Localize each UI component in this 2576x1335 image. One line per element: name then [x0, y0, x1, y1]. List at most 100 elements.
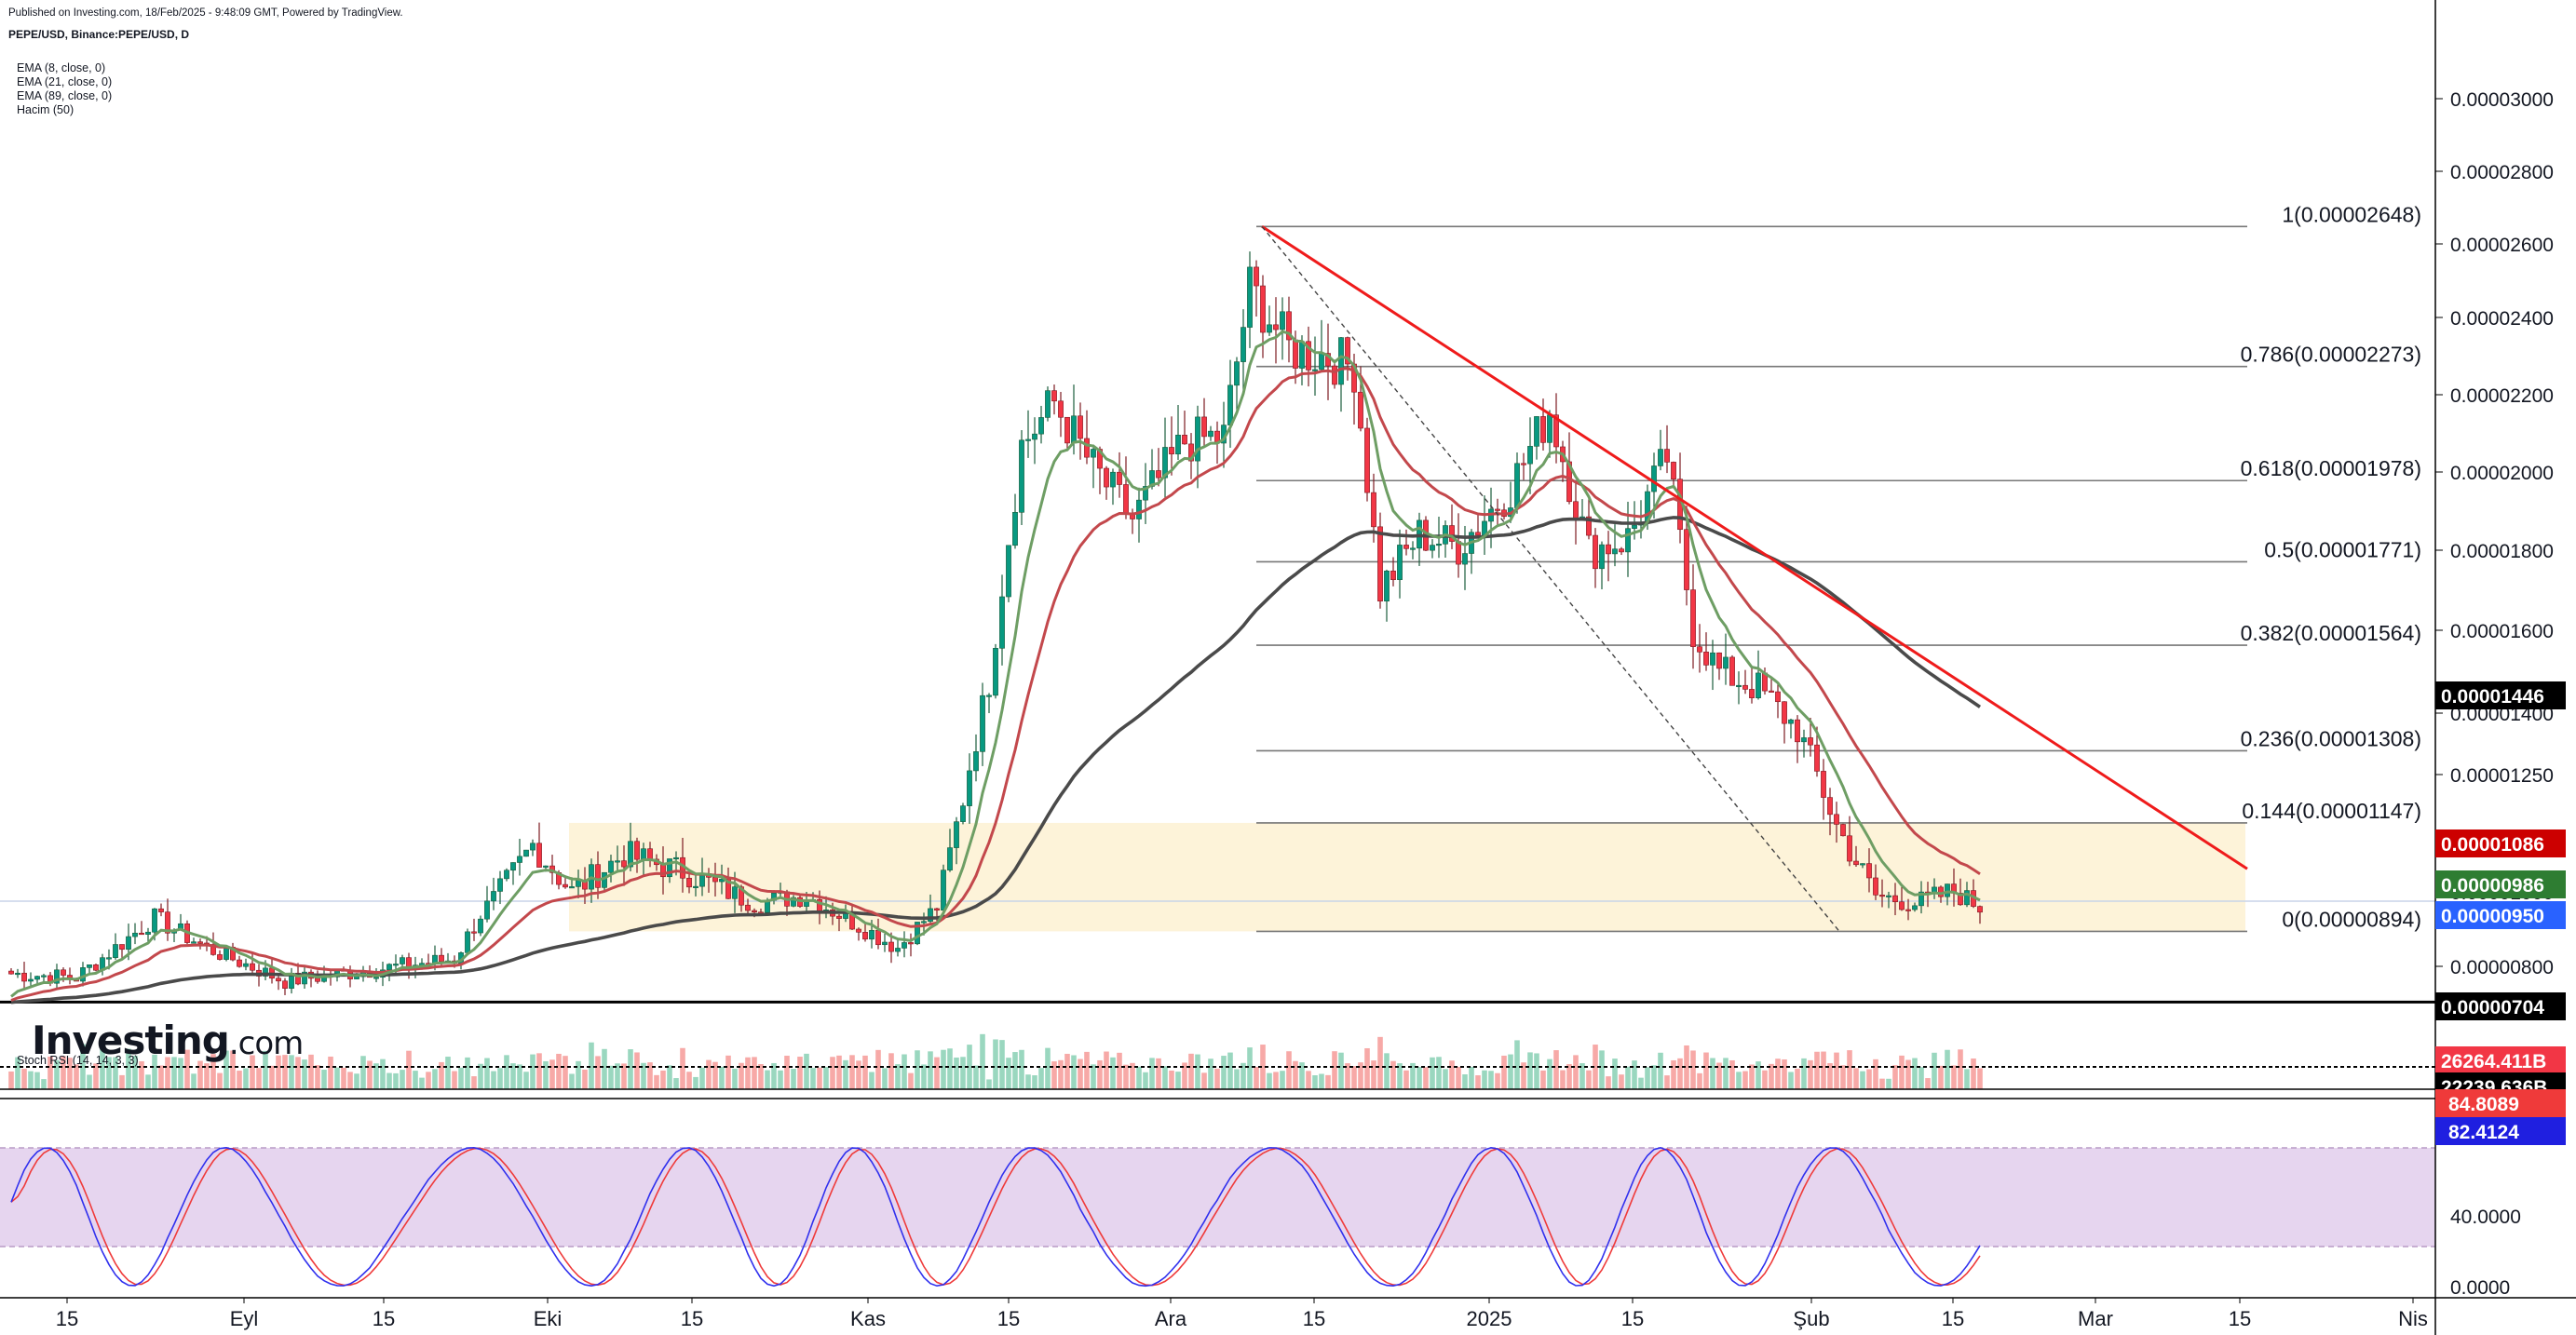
volume-bar [295, 1057, 301, 1089]
volume-bar [1540, 1070, 1546, 1089]
candle-body [1403, 545, 1409, 549]
candle-body [315, 978, 320, 982]
candle-body [1514, 463, 1520, 508]
volume-bar [1475, 1075, 1481, 1089]
volume-bar [941, 1049, 946, 1089]
stoch-rsi-label[interactable]: Stoch RSI (14, 14, 3, 3) [17, 1054, 139, 1067]
volume-bar [1808, 1059, 1813, 1089]
volume-bar [158, 1065, 164, 1089]
x-tick-label: 15 [1942, 1307, 1964, 1330]
volume-bar [1821, 1051, 1826, 1089]
volume-bar [1325, 1074, 1331, 1089]
x-tick-label: Ara [1155, 1307, 1187, 1330]
candle-body [1273, 324, 1279, 330]
stoch-k-line [10, 1146, 1981, 1288]
candle-body [1280, 311, 1285, 330]
volume-bar [1162, 1066, 1168, 1089]
volume-bar [152, 1054, 157, 1089]
volume-bar [1091, 1064, 1096, 1089]
candle-body [1286, 311, 1292, 341]
published-caption: Published on Investing.com, 18/Feb/2025 … [8, 7, 403, 19]
volume-bar [1879, 1078, 1885, 1089]
volume-bar [250, 1055, 255, 1089]
volume-bar [1364, 1047, 1370, 1089]
volume-bar [439, 1061, 444, 1089]
volume-bar [1703, 1052, 1709, 1089]
volume-bar [1169, 1070, 1174, 1089]
indicator-ema8[interactable]: EMA (8, close, 0) [17, 61, 106, 74]
volume-bar [165, 1057, 170, 1089]
volume-bar [1058, 1059, 1064, 1089]
candle-body [1143, 486, 1148, 501]
volume-bar [1351, 1066, 1357, 1089]
volume-bar [1156, 1058, 1161, 1089]
volume-bar [1938, 1065, 1944, 1089]
volume-bar [178, 1058, 183, 1089]
candle-body [869, 930, 874, 940]
volume-bar [1762, 1070, 1768, 1089]
candle-body [1110, 471, 1116, 488]
candle-body [967, 770, 972, 806]
x-tick-label: 15 [1303, 1307, 1325, 1330]
volume-bar [1449, 1060, 1455, 1089]
x-tick-label: 15 [1621, 1307, 1644, 1330]
volume-bar [74, 1064, 79, 1089]
candle-body [1671, 462, 1676, 480]
volume-bar [1658, 1052, 1663, 1089]
volume-bar [1677, 1058, 1683, 1089]
fib-label-0_618: 0.618(0.00001978) [2241, 456, 2421, 480]
volume-bar [849, 1055, 855, 1089]
candle-body [282, 980, 288, 989]
indicator-ema89[interactable]: EMA (89, close, 0) [17, 89, 113, 102]
y-tick-label: 0.00001800 [2450, 541, 2554, 562]
candle-body [93, 964, 99, 971]
stoch-band [0, 1148, 2435, 1247]
candle-body [250, 963, 255, 971]
candle-body [1801, 737, 1807, 743]
volume-bar [667, 1065, 672, 1089]
volume-bar [1912, 1058, 1918, 1089]
volume-bar [1462, 1074, 1468, 1089]
volume-bar [1436, 1057, 1442, 1089]
candle-body [497, 878, 503, 892]
candle-body [1775, 691, 1781, 703]
y-tick-label: 0.00001600 [2450, 621, 2554, 642]
candle-body [993, 648, 998, 696]
volume-bar [1345, 1063, 1350, 1089]
indicator-volume[interactable]: Hacim (50) [17, 103, 75, 116]
candle-body [856, 928, 861, 933]
volume-bar [113, 1057, 118, 1089]
candle-body [80, 967, 86, 982]
volume-bar [1403, 1070, 1409, 1089]
volume-bar [875, 1049, 881, 1089]
candle-body [1658, 449, 1663, 466]
candle-body [386, 964, 392, 971]
candle-body [113, 944, 118, 958]
candle-body [1918, 891, 1924, 907]
volume-bar [360, 1056, 366, 1089]
volume-bar [595, 1056, 601, 1089]
volume-bar [289, 1055, 294, 1089]
candle-body [569, 886, 575, 889]
price-label: 0.00000704 [2441, 997, 2544, 1018]
volume-bar [1977, 1068, 1983, 1089]
volume-bar [308, 1054, 314, 1089]
candle-body [791, 897, 796, 907]
y-tick-label: 0.00002600 [2450, 235, 2554, 256]
candle-body [1788, 719, 1794, 724]
volume-bar [445, 1057, 451, 1089]
candle-body [1827, 797, 1833, 816]
candle-body [132, 932, 138, 937]
volume-bar [1788, 1072, 1794, 1089]
volume-bar [641, 1062, 646, 1089]
candle-body [1241, 327, 1246, 362]
volume-bar [608, 1065, 614, 1089]
stoch-d-value: 82.4124 [2448, 1122, 2519, 1143]
candle-body [1710, 652, 1715, 666]
volume-bar [882, 1068, 888, 1089]
candle-body [1462, 553, 1468, 565]
indicator-ema21[interactable]: EMA (21, close, 0) [17, 75, 113, 88]
volume-bar [1527, 1052, 1533, 1089]
volume-bar [1853, 1068, 1859, 1089]
